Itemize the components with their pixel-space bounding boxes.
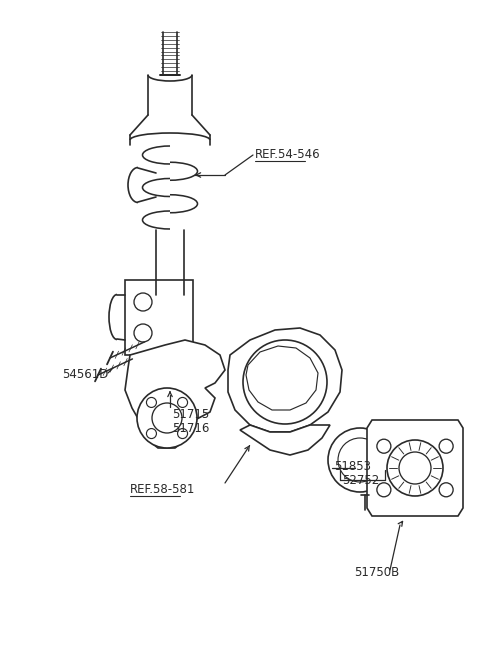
- Circle shape: [439, 483, 453, 497]
- Text: 52752: 52752: [342, 474, 379, 487]
- Text: REF.58-581: REF.58-581: [130, 483, 195, 496]
- Text: 51716: 51716: [172, 422, 209, 435]
- Circle shape: [328, 428, 392, 492]
- Text: 54561D: 54561D: [62, 368, 108, 381]
- Circle shape: [439, 440, 453, 453]
- Text: 51715: 51715: [172, 408, 209, 421]
- Circle shape: [399, 452, 431, 484]
- Polygon shape: [240, 425, 330, 455]
- Circle shape: [387, 440, 443, 496]
- Circle shape: [338, 438, 382, 482]
- Text: 51750B: 51750B: [354, 566, 399, 579]
- Polygon shape: [367, 420, 463, 516]
- Text: 51853: 51853: [334, 460, 371, 473]
- Circle shape: [137, 388, 197, 448]
- Polygon shape: [125, 280, 193, 355]
- Text: REF.54-546: REF.54-546: [255, 148, 321, 161]
- Circle shape: [377, 440, 391, 453]
- Polygon shape: [125, 340, 225, 448]
- Circle shape: [377, 483, 391, 497]
- Polygon shape: [228, 328, 342, 432]
- Circle shape: [243, 340, 327, 424]
